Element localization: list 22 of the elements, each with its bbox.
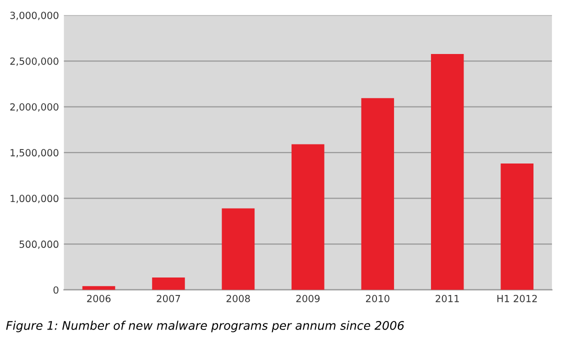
y-tick-label: 0: [54, 286, 58, 294]
bar: [82, 286, 116, 290]
x-tick-label: 2009: [296, 294, 320, 302]
x-tick-label: 2010: [366, 294, 390, 302]
y-tick-label: 2,500,000: [10, 58, 58, 66]
bar: [430, 54, 464, 290]
caption: Figure 1: Number of new malware programs per annum since 2006: [6, 320, 404, 332]
x-tick-label: 2007: [156, 294, 180, 302]
x-tick-label: 2011: [436, 294, 459, 302]
y-tick-label: 1,000,000: [10, 194, 58, 204]
x-tick-label: 2008: [226, 294, 250, 302]
x-tick-label: 2006: [87, 294, 111, 302]
bar: [152, 277, 185, 290]
bar: [361, 98, 394, 290]
y-tick-label: 3,000,000: [10, 12, 58, 20]
bar: [292, 144, 324, 290]
bar: [500, 164, 534, 290]
bar: [222, 208, 255, 290]
y-tick-label: 2,000,000: [10, 103, 58, 112]
y-tick-label: 500,000: [20, 240, 58, 249]
x-tick-label: H1 2012: [497, 294, 537, 302]
y-tick-label: 1,500,000: [10, 149, 58, 158]
